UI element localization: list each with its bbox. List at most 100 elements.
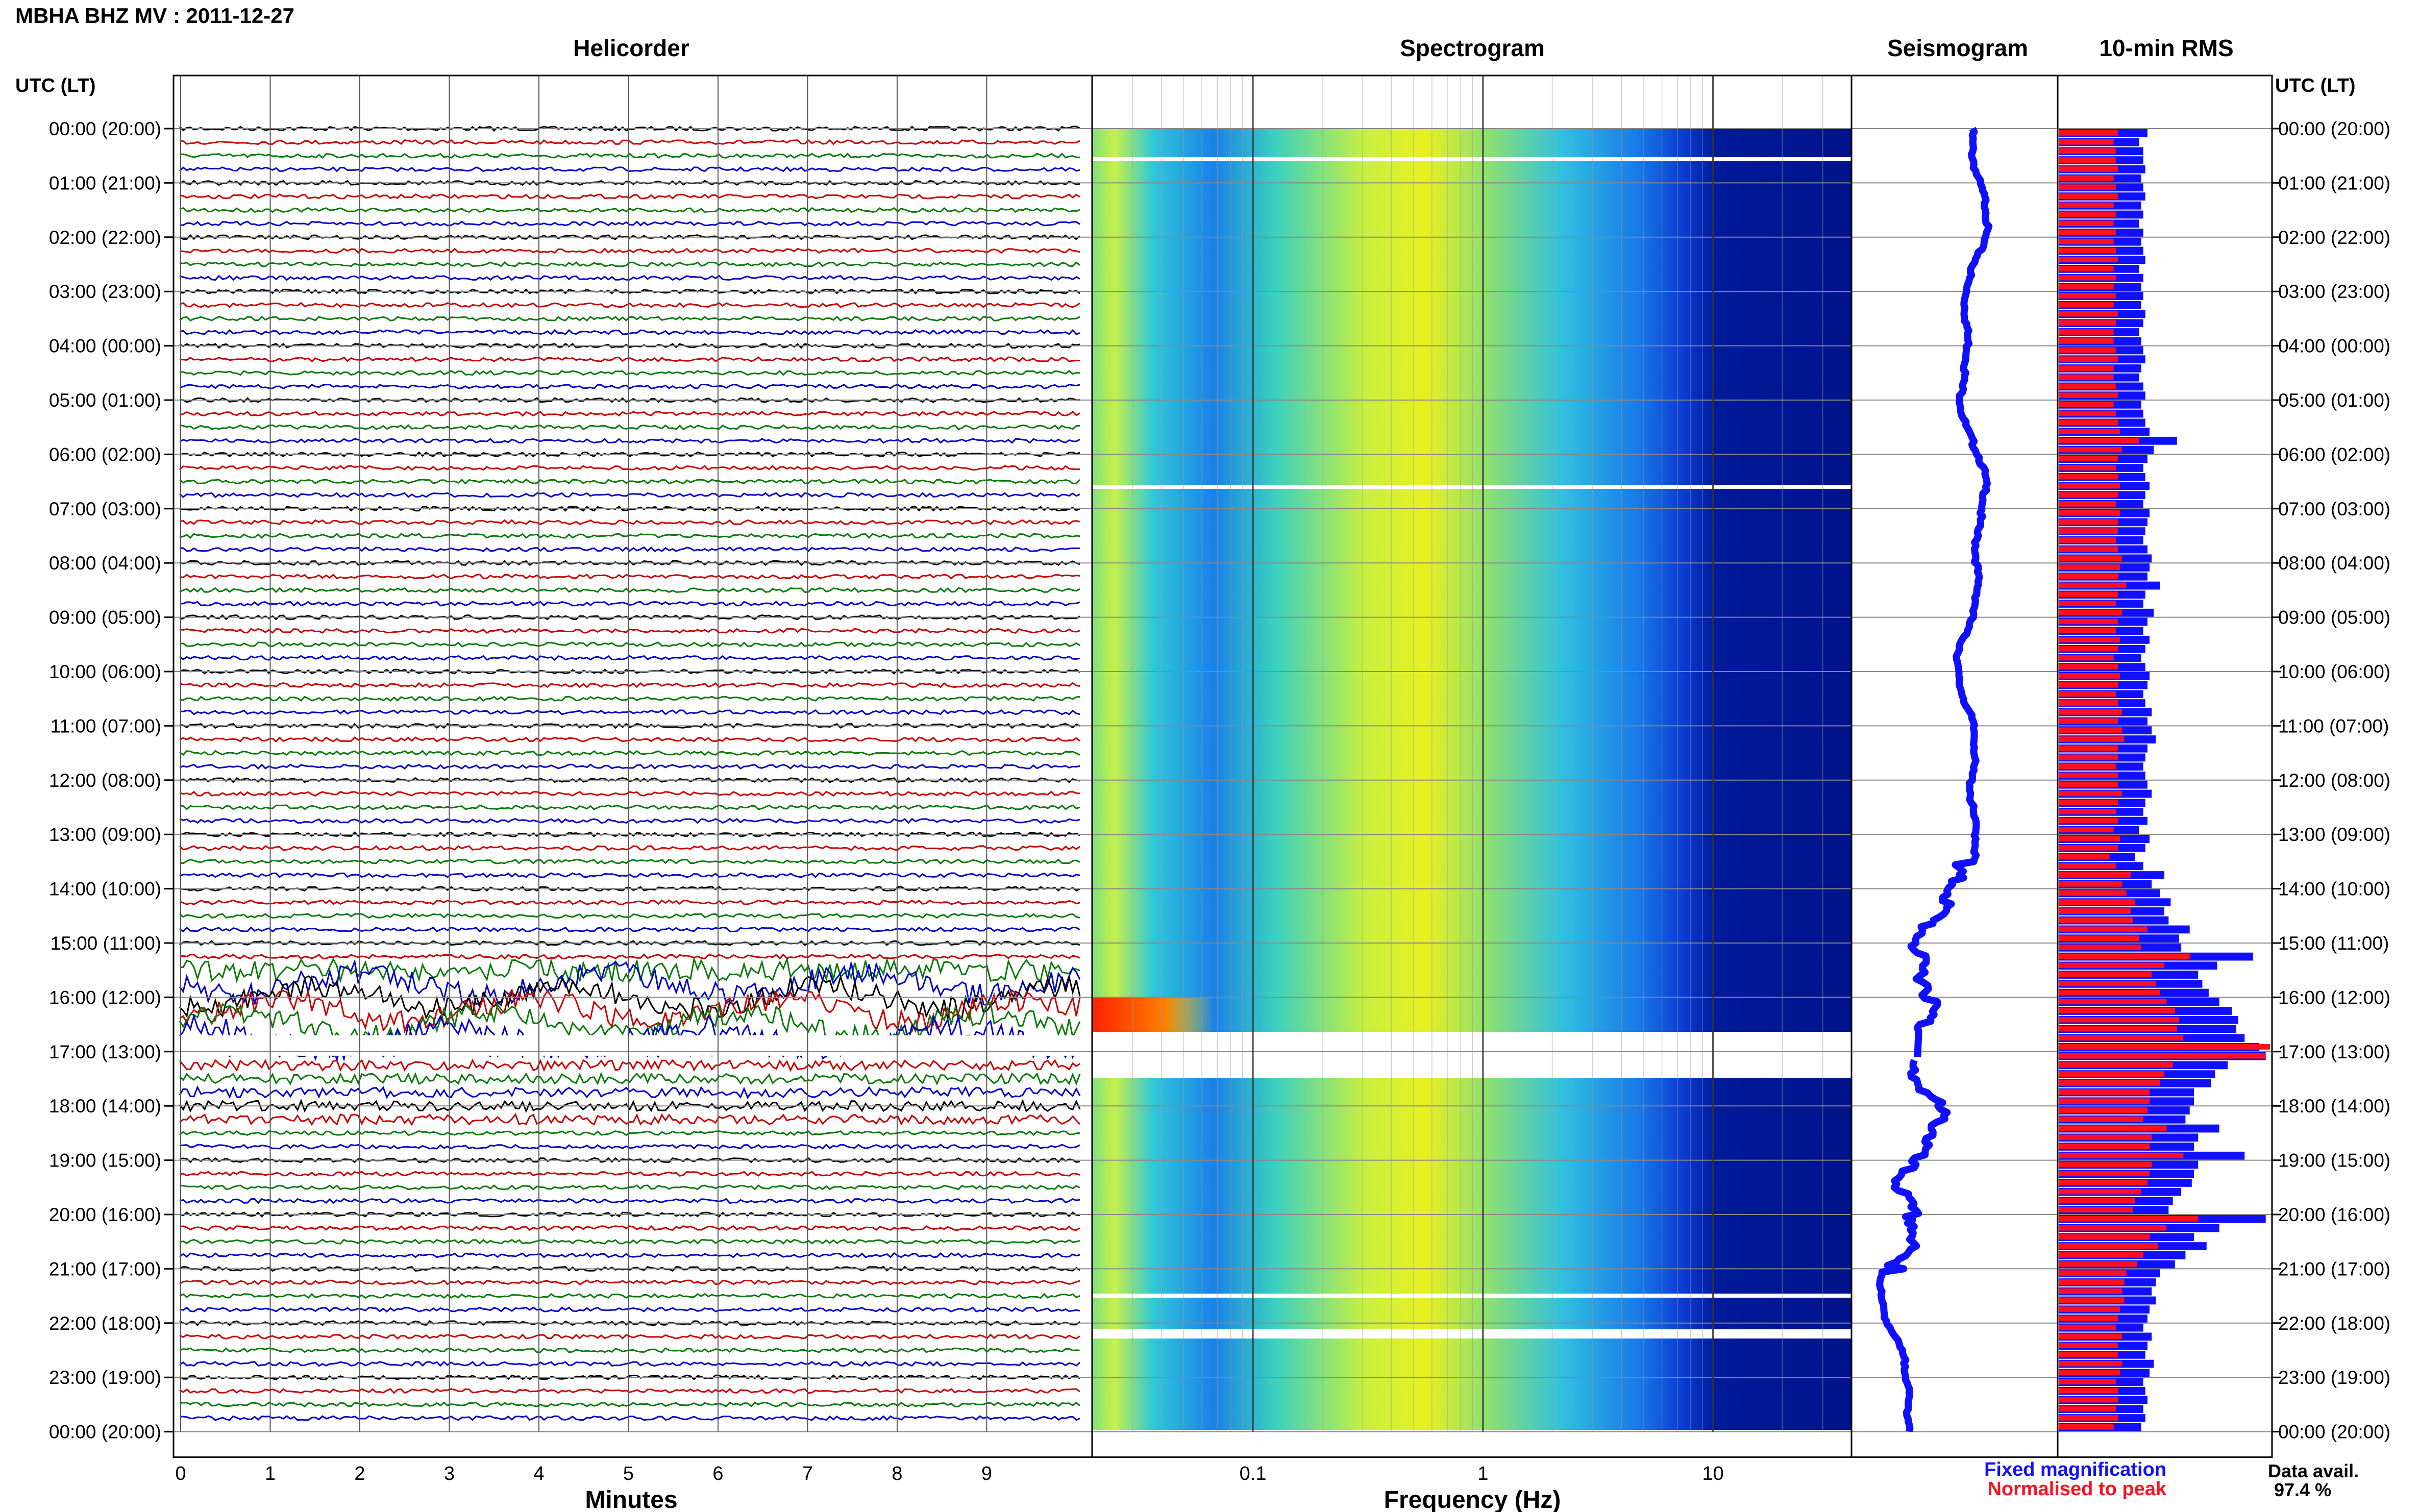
helicorder-line bbox=[179, 451, 1080, 458]
helicorder-line bbox=[179, 220, 1080, 227]
helicorder-line bbox=[179, 574, 1080, 580]
time-tick-left: 00:00 (20:00) bbox=[49, 1422, 161, 1443]
grid-lines bbox=[174, 76, 2272, 1432]
helicorder-line bbox=[179, 1058, 1080, 1072]
helicorder-line bbox=[179, 1347, 1080, 1353]
rms-title: 10-min RMS bbox=[2099, 35, 2233, 61]
spectrogram-panel bbox=[1092, 129, 1852, 1430]
helicorder-line bbox=[179, 1401, 1080, 1408]
minute-tick: 7 bbox=[802, 1463, 813, 1484]
station-title: MBHA BHZ MV : 2011-12-27 bbox=[15, 4, 294, 28]
rms-bar-normalised bbox=[2059, 637, 2120, 642]
time-tick-right: 00:00 (20:00) bbox=[2278, 118, 2390, 139]
helicorder-line bbox=[179, 397, 1080, 403]
rms-bar-normalised bbox=[2059, 655, 2114, 661]
time-tick-right: 06:00 (02:00) bbox=[2278, 444, 2390, 465]
rms-bars bbox=[2059, 129, 2270, 1431]
rms-bar-normalised bbox=[2059, 293, 2116, 299]
rms-bar-normalised bbox=[2059, 1279, 2125, 1285]
rms-bar-normalised bbox=[2059, 402, 2114, 407]
rms-bar-normalised bbox=[2059, 972, 2152, 977]
rms-bar-normalised bbox=[2059, 945, 2141, 950]
helicorder-line bbox=[179, 410, 1080, 417]
rms-bar-normalised bbox=[2059, 1188, 2141, 1195]
rms-bar-normalised bbox=[2059, 809, 2116, 814]
rms-bar-normalised bbox=[2059, 510, 2120, 516]
rms-bar-normalised bbox=[2059, 1134, 2152, 1141]
helicorder-line bbox=[179, 974, 1081, 1022]
time-tick-left: 18:00 (14:00) bbox=[49, 1096, 161, 1117]
helicorder-line bbox=[179, 600, 1080, 607]
rms-bar-normalised bbox=[2059, 989, 2160, 996]
rms-bar-normalised bbox=[2059, 347, 2116, 353]
helicorder-line bbox=[179, 492, 1080, 499]
helicorder-line bbox=[179, 288, 1080, 295]
rms-bar-normalised bbox=[2059, 266, 2114, 271]
rms-bar-normalised bbox=[2059, 917, 2133, 923]
time-tick-right: 07:00 (03:00) bbox=[2278, 499, 2390, 519]
time-tick-left: 15:00 (11:00) bbox=[51, 933, 161, 954]
rms-bar-normalised bbox=[2059, 474, 2118, 480]
helicorder-line bbox=[179, 1360, 1081, 1367]
rms-bar-normalised bbox=[2059, 1161, 2152, 1168]
time-tick-left: 16:00 (12:00) bbox=[49, 987, 161, 1008]
legend-fixed-magnification: Fixed magnification bbox=[1984, 1459, 2166, 1480]
time-axis-label-left: UTC (LT) bbox=[15, 75, 96, 96]
frequency-axis-label: Frequency (Hz) bbox=[1384, 1486, 1561, 1512]
helicorder-line bbox=[179, 1085, 1081, 1099]
helicorder-line bbox=[179, 1211, 1080, 1218]
rms-bar-normalised bbox=[2059, 429, 2120, 434]
data-availability-label: Data avail. bbox=[2268, 1460, 2359, 1481]
rms-bar-normalised bbox=[2059, 157, 2116, 163]
rms-bar-normalised bbox=[2059, 763, 2116, 770]
helicorder-line bbox=[179, 1157, 1080, 1163]
time-tick-left: 17:00 (13:00) bbox=[49, 1042, 161, 1062]
helicorder-line bbox=[179, 1333, 1080, 1340]
helicorder-line bbox=[179, 958, 1081, 1007]
rms-bar-normalised bbox=[2059, 1415, 2118, 1421]
time-tick-right: 09:00 (05:00) bbox=[2278, 607, 2390, 628]
time-tick-left: 19:00 (15:00) bbox=[49, 1150, 161, 1171]
rms-bar-normalised bbox=[2059, 546, 2118, 552]
helicorder-line bbox=[179, 1130, 1080, 1136]
rms-bar-normalised bbox=[2059, 800, 2118, 805]
time-tick-right: 23:00 (19:00) bbox=[2278, 1367, 2390, 1388]
spectrogram-gap-line bbox=[1092, 1329, 1852, 1339]
minute-tick-labels: 0 1 2 3 4 5 6 7 8 9 bbox=[175, 1463, 992, 1484]
rms-bar-normalised bbox=[2059, 247, 2116, 254]
rms-bar-normalised bbox=[2059, 790, 2122, 797]
rms-bar-normalised bbox=[2059, 329, 2114, 335]
helicorder-line bbox=[179, 139, 1080, 145]
time-tick-right: 05:00 (01:00) bbox=[2278, 390, 2390, 411]
rms-bar-normalised bbox=[2059, 1261, 2137, 1267]
frequency-tick: 10 bbox=[1702, 1463, 1723, 1484]
rms-bar-normalised bbox=[2059, 1234, 2150, 1240]
rms-bar-normalised bbox=[2059, 238, 2114, 244]
rms-bar-normalised bbox=[2059, 492, 2118, 498]
rms-bar-normalised bbox=[2059, 338, 2114, 344]
helicorder-line bbox=[179, 1306, 1080, 1313]
helicorder-line bbox=[179, 1144, 1080, 1150]
rms-bar-normalised bbox=[2059, 284, 2114, 290]
time-tick-right: 12:00 (08:00) bbox=[2278, 770, 2390, 791]
rms-bar-normalised bbox=[2059, 1297, 2125, 1303]
rms-bar-normalised bbox=[2059, 1316, 2118, 1321]
panel-frame bbox=[1850, 75, 2059, 1458]
legend-normalised-to-peak: Normalised to peak bbox=[1987, 1478, 2166, 1500]
rms-bar-normalised bbox=[2059, 890, 2127, 896]
rms-bar-normalised bbox=[2059, 646, 2118, 652]
helicorder-line bbox=[179, 383, 1080, 390]
helicorder-line bbox=[179, 587, 1080, 593]
time-tick-right: 10:00 (06:00) bbox=[2278, 661, 2390, 682]
helicorder-line bbox=[179, 533, 1080, 539]
helicorder-line bbox=[179, 166, 1080, 172]
rms-bar-normalised bbox=[2059, 1026, 2177, 1032]
helicorder-line bbox=[179, 275, 1080, 281]
time-tick-right: 17:00 (13:00) bbox=[2278, 1042, 2390, 1062]
helicorder-gap bbox=[180, 1035, 1083, 1056]
rms-bar-normalised bbox=[2059, 1207, 2133, 1212]
helicorder-line bbox=[179, 913, 1080, 919]
rms-bar-normalised bbox=[2059, 555, 2122, 561]
rms-bar-normalised bbox=[2059, 1098, 2150, 1104]
